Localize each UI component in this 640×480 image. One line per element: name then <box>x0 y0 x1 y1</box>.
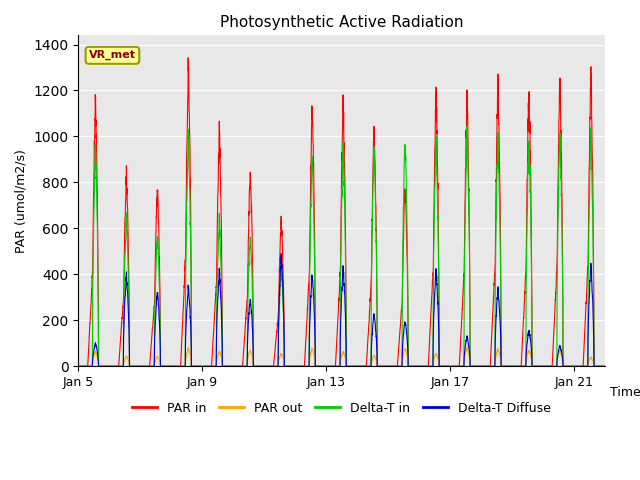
Legend: PAR in, PAR out, Delta-T in, Delta-T Diffuse: PAR in, PAR out, Delta-T in, Delta-T Dif… <box>127 396 556 420</box>
PAR in <box>511 363 518 369</box>
PAR out <box>463 345 471 350</box>
Delta-T Diffuse <box>75 363 83 369</box>
PAR in <box>75 363 83 369</box>
Delta-T in <box>601 363 609 369</box>
Line: Delta-T in: Delta-T in <box>79 126 605 366</box>
Title: Photosynthetic Active Radiation: Photosynthetic Active Radiation <box>220 15 463 30</box>
Delta-T Diffuse <box>277 251 285 256</box>
Line: Delta-T Diffuse: Delta-T Diffuse <box>79 253 605 366</box>
PAR in <box>543 363 551 369</box>
Delta-T in <box>568 363 576 369</box>
Delta-T in <box>387 363 394 369</box>
PAR out <box>511 363 518 369</box>
Line: PAR out: PAR out <box>79 348 605 366</box>
PAR in <box>184 55 192 60</box>
PAR out <box>387 363 394 369</box>
Delta-T Diffuse <box>511 363 518 369</box>
Delta-T Diffuse <box>348 363 355 369</box>
Delta-T in <box>435 239 442 244</box>
X-axis label: Time: Time <box>611 386 640 399</box>
Delta-T Diffuse <box>601 363 609 369</box>
Text: VR_met: VR_met <box>89 50 136 60</box>
PAR in <box>568 363 576 369</box>
Delta-T Diffuse <box>435 315 442 321</box>
PAR out <box>348 363 355 369</box>
PAR out <box>435 356 442 362</box>
PAR in <box>435 227 442 232</box>
PAR in <box>601 363 609 369</box>
Y-axis label: PAR (umol/m2/s): PAR (umol/m2/s) <box>15 149 28 253</box>
PAR out <box>75 363 83 369</box>
PAR out <box>601 363 609 369</box>
Delta-T in <box>348 363 355 369</box>
PAR out <box>543 363 551 369</box>
Delta-T Diffuse <box>387 363 395 369</box>
PAR in <box>348 363 355 369</box>
Delta-T in <box>463 123 471 129</box>
Line: PAR in: PAR in <box>79 58 605 366</box>
PAR out <box>568 363 576 369</box>
Delta-T in <box>543 363 551 369</box>
Delta-T in <box>75 363 83 369</box>
Delta-T Diffuse <box>568 363 576 369</box>
Delta-T Diffuse <box>543 363 551 369</box>
PAR in <box>387 363 395 369</box>
Delta-T in <box>511 363 518 369</box>
